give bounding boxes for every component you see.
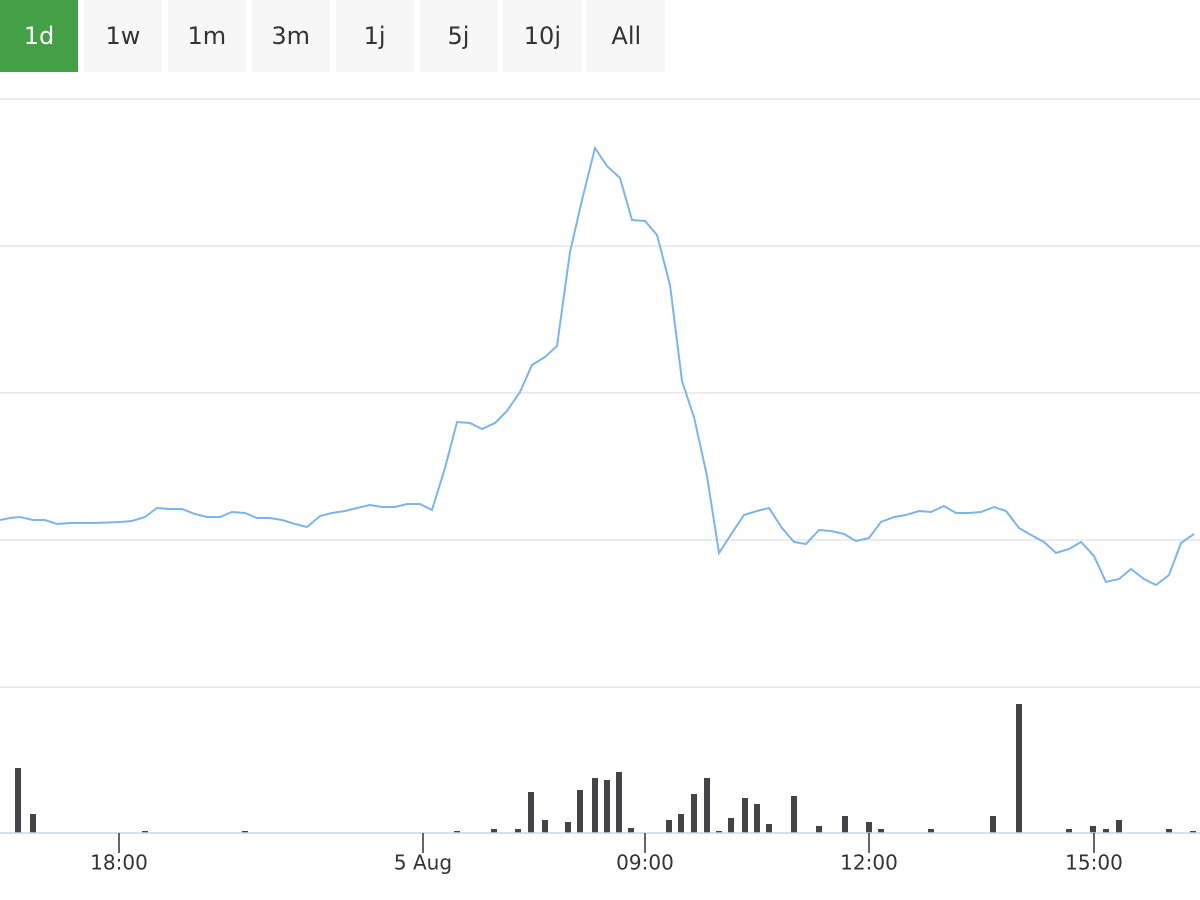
x-tick-label: 5 Aug (394, 851, 452, 875)
x-tick-label: 09:00 (616, 851, 674, 875)
volume-bar (491, 829, 497, 833)
volume-bar (15, 768, 21, 833)
volume-bar (604, 780, 610, 833)
range-button[interactable]: 10j (503, 0, 582, 72)
volume-bar (542, 820, 548, 833)
range-button[interactable]: 1j (335, 0, 414, 72)
volume-bar (754, 804, 760, 833)
volume-bar (1090, 826, 1096, 833)
volume-bar (878, 829, 884, 833)
x-tick-label: 15:00 (1065, 851, 1123, 875)
volume-bar (1016, 704, 1022, 833)
volume-bar (1116, 820, 1122, 833)
volume-bar (691, 794, 697, 833)
volume-bar (1190, 831, 1196, 833)
volume-bar (142, 831, 148, 833)
volume-bar (565, 822, 571, 833)
x-tick-label: 12:00 (840, 851, 898, 875)
volume-bar (30, 814, 36, 833)
volume-bar (766, 824, 772, 833)
range-button[interactable]: 3m (251, 0, 330, 72)
volume-bar (728, 818, 734, 833)
volume-bar (791, 796, 797, 833)
range-button[interactable]: 1m (167, 0, 246, 72)
volume-bar (515, 829, 521, 833)
volume-bar (1103, 829, 1109, 833)
range-button[interactable]: 5j (419, 0, 498, 72)
volume-bar (990, 816, 996, 833)
volume-bar (928, 829, 934, 833)
range-button[interactable]: 1d (0, 0, 78, 72)
volume-bar (666, 820, 672, 833)
volume-bar (1066, 829, 1072, 833)
volume-bar (704, 778, 710, 833)
volume-bar (866, 822, 872, 833)
x-tick-label: 18:00 (90, 851, 148, 875)
price-line (0, 145, 1195, 587)
volume-bar (816, 826, 822, 833)
volume-bar (577, 790, 583, 833)
volume-bar (616, 772, 622, 833)
volume-bar (716, 831, 722, 833)
volume-bar (242, 831, 248, 833)
volume-bar (592, 778, 598, 833)
volume-bar (528, 792, 534, 833)
range-button[interactable]: 1w (83, 0, 162, 72)
volume-bar (742, 798, 748, 833)
range-button[interactable]: All (587, 0, 666, 72)
volume-bar (628, 828, 634, 833)
volume-bar (842, 816, 848, 833)
volume-bar (678, 814, 684, 833)
volume-bar (454, 831, 460, 833)
volume-bar (1166, 829, 1172, 833)
